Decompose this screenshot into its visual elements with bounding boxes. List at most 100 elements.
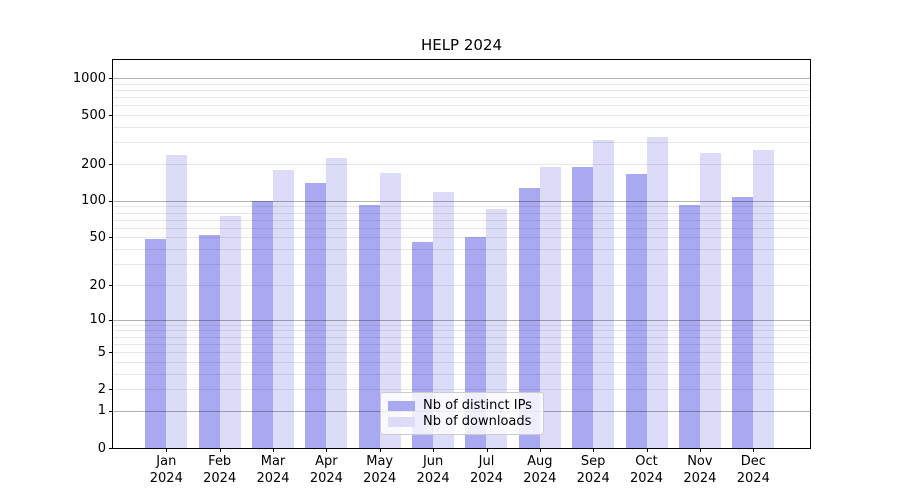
legend-label-distinct-ips: Nb of distinct IPs	[423, 398, 532, 413]
gridline-minor	[113, 212, 810, 214]
x-tick-label: Nov 2024	[683, 454, 717, 486]
y-tick-label: 500	[81, 107, 106, 123]
y-tick-mark	[109, 285, 113, 286]
legend-item-distinct-ips: Nb of distinct IPs	[388, 399, 535, 412]
y-tick-label: 200	[81, 156, 106, 172]
bar-downloads	[646, 137, 668, 448]
gridline-minor	[113, 142, 810, 144]
gridline-minor	[113, 285, 810, 286]
y-tick-mark	[109, 352, 113, 353]
y-tick-label: 50	[89, 229, 106, 245]
gridline-minor	[113, 237, 810, 239]
x-tick-label: Apr 2024	[309, 454, 343, 486]
bar-distinct-ips	[252, 200, 274, 448]
bar-distinct-ips	[678, 205, 700, 448]
y-tick-mark	[109, 237, 113, 239]
y-tick-label: 1000	[72, 70, 106, 86]
x-tick-label: May 2024	[363, 454, 397, 486]
legend-swatch-distinct-ips	[388, 400, 415, 411]
y-tick-mark	[109, 164, 113, 165]
bar-downloads	[593, 139, 615, 448]
x-tick-label: Oct 2024	[629, 454, 664, 486]
x-tick-mark	[699, 448, 701, 452]
legend-label-downloads: Nb of downloads	[423, 414, 532, 429]
bar-downloads	[219, 216, 241, 448]
legend-item-downloads: Nb of downloads	[388, 415, 535, 428]
x-tick-mark	[486, 448, 488, 452]
x-tick-label: Jun 2024	[416, 454, 450, 486]
x-tick-mark	[646, 448, 648, 452]
gridline-minor	[113, 105, 810, 107]
bar-distinct-ips	[305, 182, 327, 448]
gridline-minor	[113, 227, 810, 229]
chart-title: HELP 2024	[420, 36, 503, 54]
bar-distinct-ips	[145, 238, 167, 448]
y-tick-mark	[109, 448, 113, 449]
gridline-minor	[113, 330, 810, 332]
gridline-minor	[113, 219, 810, 221]
gridline-minor	[113, 83, 810, 85]
y-tick-mark	[109, 319, 113, 321]
gridline-major	[113, 78, 810, 79]
bar-distinct-ips	[625, 174, 647, 448]
y-tick-mark	[109, 410, 113, 412]
x-tick-label: Jul 2024	[469, 454, 504, 486]
gridline-minor	[113, 336, 810, 338]
y-tick-mark	[109, 78, 113, 79]
x-tick-mark	[433, 448, 435, 452]
bar-distinct-ips	[518, 187, 540, 448]
y-tick-label: 20	[89, 277, 106, 293]
x-tick-label: Feb 2024	[203, 454, 237, 486]
bar-downloads	[166, 155, 188, 448]
x-tick-label: Mar 2024	[256, 454, 290, 486]
bar-distinct-ips	[732, 196, 754, 448]
gridline-major	[113, 200, 810, 202]
y-tick-label: 2	[97, 381, 106, 397]
x-tick-mark	[539, 448, 541, 452]
plot-area: Nb of distinct IPs Nb of downloads	[112, 59, 811, 449]
x-tick-mark	[753, 448, 755, 452]
x-tick-mark	[166, 448, 168, 452]
gridline-minor	[113, 361, 810, 363]
y-tick-mark	[109, 115, 113, 117]
bar-downloads	[486, 208, 508, 448]
bar-distinct-ips	[572, 166, 594, 448]
x-tick-label: Aug 2024	[523, 454, 557, 486]
bar-downloads	[699, 153, 721, 448]
x-tick-mark	[219, 448, 221, 452]
gridline-minor	[113, 164, 810, 165]
y-tick-label: 100	[81, 193, 106, 209]
x-tick-label: Dec 2024	[736, 454, 770, 486]
x-tick-mark	[593, 448, 595, 452]
bar-downloads	[433, 192, 455, 448]
legend: Nb of distinct IPs Nb of downloads	[380, 392, 544, 435]
bar-downloads	[326, 157, 348, 448]
gridline-minor	[113, 206, 810, 208]
y-tick-label: 0	[97, 440, 106, 456]
x-tick-mark	[273, 448, 274, 452]
y-tick-label: 5	[97, 344, 106, 360]
gridline-minor	[113, 249, 810, 251]
gridline-minor	[113, 115, 810, 117]
y-tick-label: 1	[97, 403, 106, 419]
y-tick-mark	[109, 200, 113, 202]
gridline-minor	[113, 373, 810, 375]
gridline-minor	[113, 343, 810, 345]
x-tick-label: Sep 2024	[576, 454, 610, 486]
x-tick-mark	[379, 448, 381, 452]
x-tick-mark	[326, 448, 328, 452]
bar-downloads	[273, 170, 295, 448]
bar-distinct-ips	[358, 205, 380, 448]
gridline-minor	[113, 127, 810, 128]
gridline-minor	[113, 97, 810, 99]
gridline-minor	[113, 389, 810, 391]
y-tick-label: 10	[89, 312, 106, 328]
bar-downloads	[539, 166, 561, 448]
bar-distinct-ips	[198, 235, 220, 448]
gridline-minor	[113, 324, 810, 326]
gridline-minor	[113, 352, 810, 353]
legend-swatch-downloads	[388, 416, 415, 427]
gridline-minor	[113, 264, 810, 266]
x-tick-label: Jan 2024	[149, 454, 183, 486]
